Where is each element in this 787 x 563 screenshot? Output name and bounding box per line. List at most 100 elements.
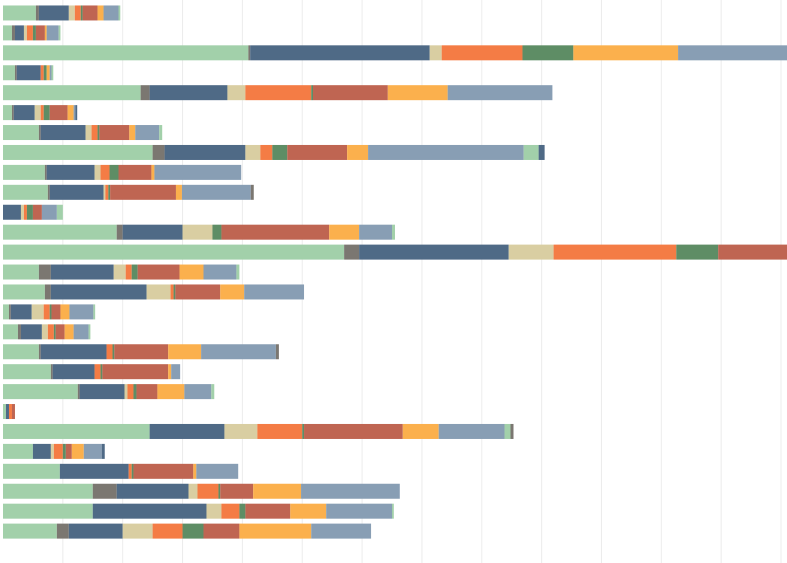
bar-segment-row-2-series-2 bbox=[11, 25, 15, 41]
bar-segment-row-17-series-3 bbox=[20, 324, 42, 340]
bar-segment-row-14-series-4 bbox=[113, 264, 126, 280]
bar-segment-row-26-series-5 bbox=[221, 503, 240, 519]
bar-segment-row-25-series-2 bbox=[92, 483, 117, 499]
bar-segment-row-16-series-9 bbox=[69, 304, 94, 320]
bar-segment-row-25-series-1 bbox=[3, 483, 93, 499]
bar-segment-row-17-series-9 bbox=[73, 324, 89, 340]
bar-segment-row-4-series-6 bbox=[43, 65, 47, 81]
bar-segment-row-1-series-4 bbox=[68, 5, 75, 21]
bar-segment-row-7-series-8 bbox=[129, 125, 136, 141]
bar-segment-row-14-series-1 bbox=[3, 264, 39, 280]
bar-segment-row-25-series-4 bbox=[188, 483, 198, 499]
bar-segment-row-15-series-6 bbox=[173, 284, 176, 300]
bar-segment-row-26-series-7 bbox=[245, 503, 291, 519]
bar-segment-row-17-series-10 bbox=[88, 324, 91, 340]
bar-segment-row-14-series-3 bbox=[50, 264, 114, 280]
bar-segment-row-6-series-1 bbox=[3, 105, 12, 121]
bar-segment-row-24-series-5 bbox=[128, 463, 132, 479]
bar-segment-row-12-series-1 bbox=[3, 224, 117, 240]
bar-segment-row-5-series-1 bbox=[3, 85, 141, 101]
bar-segment-row-20-series-10 bbox=[211, 384, 215, 400]
bar-segment-row-1-series-6 bbox=[80, 5, 83, 21]
bar-segment-row-20-series-8 bbox=[157, 384, 185, 400]
bar-segment-row-2-series-6 bbox=[32, 25, 36, 41]
bar-segment-row-27-series-9 bbox=[311, 523, 372, 539]
bar-segment-row-27-series-6 bbox=[182, 523, 204, 539]
bar-segment-row-2-series-3 bbox=[14, 25, 24, 41]
bar-segment-row-8-series-1 bbox=[3, 144, 153, 160]
bar-segment-row-20-series-7 bbox=[136, 384, 158, 400]
bar-segment-row-3-series-4 bbox=[429, 45, 442, 61]
bar-segment-row-26-series-10 bbox=[392, 503, 394, 519]
bar-segment-row-13-series-7 bbox=[718, 244, 787, 260]
bar-segment-row-8-series-9 bbox=[368, 144, 524, 160]
bar-segment-row-24-series-6 bbox=[131, 463, 134, 479]
bar-segment-row-8-series-2 bbox=[152, 144, 165, 160]
bar-segment-row-10-series-5 bbox=[105, 184, 109, 200]
bar-segment-row-12-series-10 bbox=[392, 224, 395, 240]
bar-segment-row-13-series-1 bbox=[3, 244, 345, 260]
bar-segment-row-5-series-2 bbox=[140, 85, 150, 101]
bar-segment-row-3-series-1 bbox=[3, 45, 249, 61]
bar-segment-row-4-series-1 bbox=[3, 65, 15, 81]
bar-segment-row-27-series-5 bbox=[152, 523, 183, 539]
bar-segment-row-10-series-8 bbox=[175, 184, 182, 200]
bar-segment-row-7-series-7 bbox=[99, 125, 130, 141]
bar-segment-row-9-series-4 bbox=[94, 164, 101, 180]
bar-segment-row-23-series-9 bbox=[83, 443, 102, 459]
bar-segment-row-23-series-11 bbox=[101, 443, 105, 459]
bar-segment-row-14-series-9 bbox=[203, 264, 237, 280]
bar-segment-row-2-series-10 bbox=[58, 25, 61, 41]
bar-segment-row-13-series-3 bbox=[359, 244, 509, 260]
bar-segment-row-16-series-7 bbox=[51, 304, 61, 320]
bar-segment-row-22-series-5 bbox=[257, 423, 303, 439]
bar-segment-row-17-series-1 bbox=[3, 324, 18, 340]
bar-segment-row-19-series-3 bbox=[52, 364, 95, 380]
bar-segment-row-12-series-9 bbox=[359, 224, 393, 240]
bar-segment-row-6-series-8 bbox=[67, 105, 74, 121]
bar-segment-row-7-series-6 bbox=[97, 125, 100, 141]
bar-segment-row-11-series-3 bbox=[3, 204, 21, 220]
bar-segment-row-22-series-9 bbox=[438, 423, 505, 439]
bar-segment-row-3-series-3 bbox=[250, 45, 430, 61]
bar-segment-row-18-series-8 bbox=[168, 344, 202, 360]
bar-segment-row-22-series-12 bbox=[510, 423, 514, 439]
bar-segment-row-18-series-2 bbox=[38, 344, 41, 360]
bar-segment-row-20-series-3 bbox=[79, 384, 125, 400]
bar-segment-row-5-series-5 bbox=[245, 85, 312, 101]
bar-segment-row-1-series-5 bbox=[74, 5, 81, 21]
bar-segment-row-2-series-1 bbox=[3, 25, 12, 41]
bar-segment-row-20-series-4 bbox=[124, 384, 128, 400]
bar-segment-row-23-series-7 bbox=[65, 443, 72, 459]
bar-segment-row-8-series-11 bbox=[538, 144, 545, 160]
bar-segment-row-6-series-3 bbox=[13, 105, 35, 121]
bar-segment-row-10-series-2 bbox=[47, 184, 50, 200]
bar-segment-row-26-series-6 bbox=[239, 503, 246, 519]
bar-segment-row-20-series-6 bbox=[133, 384, 137, 400]
bar-segment-row-13-series-6 bbox=[676, 244, 719, 260]
bar-segment-row-25-series-3 bbox=[116, 483, 189, 499]
bar-segment-row-20-series-5 bbox=[127, 384, 134, 400]
bar-segment-row-2-series-4 bbox=[23, 25, 27, 41]
bar-segment-row-22-series-6 bbox=[302, 423, 305, 439]
bar-segment-row-12-series-6 bbox=[212, 224, 222, 240]
bar-segment-row-4-series-5 bbox=[40, 65, 44, 81]
bar-segment-row-15-series-4 bbox=[146, 284, 171, 300]
bar-segment-row-8-series-3 bbox=[164, 144, 246, 160]
bar-segment-row-11-series-10 bbox=[56, 204, 63, 220]
bar-segment-row-4-series-2 bbox=[14, 65, 17, 81]
bar-segment-row-26-series-9 bbox=[326, 503, 393, 519]
bar-segment-row-9-series-5 bbox=[100, 164, 110, 180]
bar-segment-row-6-series-7 bbox=[49, 105, 68, 121]
bar-segment-row-6-series-2 bbox=[11, 105, 14, 121]
bar-segment-row-17-series-7 bbox=[55, 324, 65, 340]
bar-segment-row-9-series-7 bbox=[118, 164, 152, 180]
bar-segment-row-23-series-6 bbox=[62, 443, 66, 459]
bar-segment-row-19-series-6 bbox=[100, 364, 103, 380]
bar-segment-row-7-series-10 bbox=[159, 125, 163, 141]
bar-segment-row-4-series-3 bbox=[16, 65, 41, 81]
bar-segment-row-7-series-4 bbox=[85, 125, 92, 141]
bar-segment-row-3-series-5 bbox=[441, 45, 523, 61]
bar-segment-row-23-series-8 bbox=[71, 443, 84, 459]
bar-segment-row-1-series-1 bbox=[3, 5, 36, 21]
